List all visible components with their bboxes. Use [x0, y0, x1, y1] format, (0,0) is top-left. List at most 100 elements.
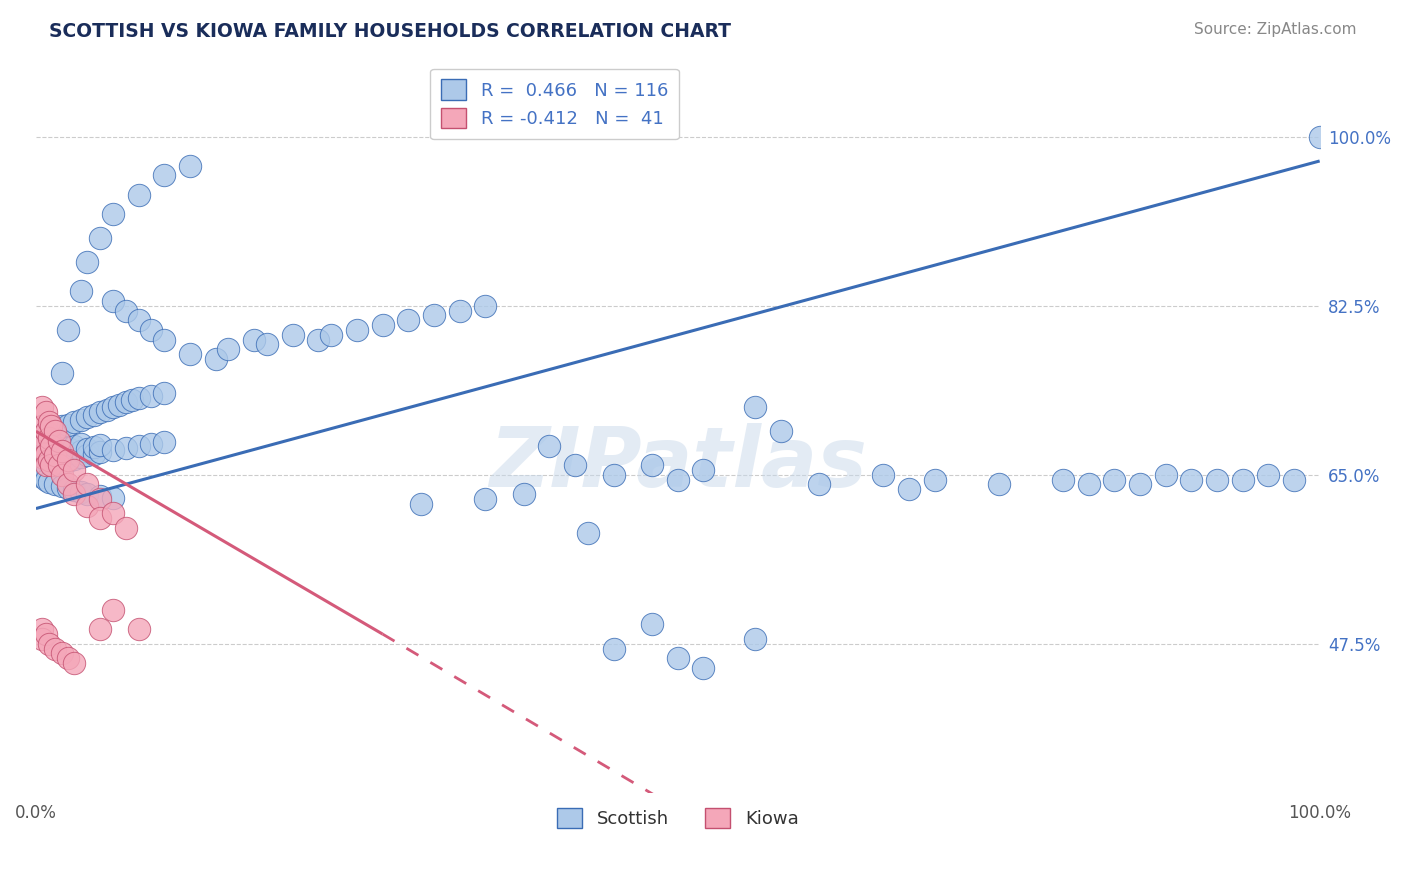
Point	[51, 479, 73, 493]
Point	[41, 439, 63, 453]
Point	[76, 255, 98, 269]
Point	[641, 458, 664, 472]
Point	[35, 405, 58, 419]
Point	[44, 421, 66, 435]
Point	[576, 525, 599, 540]
Point	[70, 450, 93, 465]
Point	[76, 487, 98, 501]
Point	[31, 463, 53, 477]
Point	[218, 343, 240, 357]
Point	[41, 419, 63, 434]
Point	[602, 641, 624, 656]
Point	[38, 443, 60, 458]
Point	[513, 487, 536, 501]
Point	[51, 442, 73, 457]
Point	[38, 453, 60, 467]
Point	[35, 458, 58, 472]
Point	[56, 477, 79, 491]
Point	[41, 451, 63, 466]
Point	[83, 446, 105, 460]
Point	[101, 507, 124, 521]
Point	[51, 367, 73, 381]
Point	[114, 303, 136, 318]
Point	[744, 400, 766, 414]
Point	[63, 445, 86, 459]
Point	[56, 323, 79, 337]
Point	[51, 467, 73, 482]
Point	[63, 463, 86, 477]
Point	[114, 521, 136, 535]
Point	[101, 603, 124, 617]
Point	[44, 425, 66, 439]
Point	[872, 467, 894, 482]
Point	[48, 455, 70, 469]
Point	[38, 425, 60, 439]
Point	[89, 438, 111, 452]
Point	[153, 434, 176, 449]
Point	[70, 443, 93, 458]
Point	[44, 450, 66, 465]
Point	[51, 456, 73, 470]
Point	[101, 293, 124, 308]
Point	[51, 436, 73, 450]
Point	[35, 460, 58, 475]
Point	[70, 413, 93, 427]
Text: Source: ZipAtlas.com: Source: ZipAtlas.com	[1194, 22, 1357, 37]
Point	[63, 483, 86, 498]
Point	[114, 441, 136, 455]
Point	[56, 447, 79, 461]
Point	[70, 485, 93, 500]
Point	[48, 449, 70, 463]
Point	[321, 327, 343, 342]
Point	[38, 450, 60, 465]
Text: ZIPatlas: ZIPatlas	[489, 423, 866, 504]
Point	[31, 632, 53, 646]
Point	[396, 313, 419, 327]
Point	[1309, 129, 1331, 144]
Point	[44, 477, 66, 491]
Point	[31, 450, 53, 465]
Point	[63, 415, 86, 429]
Point	[31, 419, 53, 434]
Point	[31, 429, 53, 443]
Point	[51, 450, 73, 464]
Point	[31, 439, 53, 453]
Point	[35, 445, 58, 459]
Point	[44, 641, 66, 656]
Point	[89, 405, 111, 419]
Point	[56, 454, 79, 468]
Point	[564, 458, 586, 472]
Point	[31, 429, 53, 443]
Point	[692, 661, 714, 675]
Point	[108, 398, 131, 412]
Point	[38, 431, 60, 445]
Point	[128, 622, 150, 636]
Point	[41, 458, 63, 472]
Point	[179, 347, 201, 361]
Point	[769, 425, 792, 439]
Point	[56, 441, 79, 455]
Point	[538, 439, 561, 453]
Point	[44, 437, 66, 451]
Point	[41, 458, 63, 472]
Point	[128, 391, 150, 405]
Point	[1232, 473, 1254, 487]
Point	[204, 351, 226, 366]
Point	[153, 169, 176, 183]
Point	[101, 442, 124, 457]
Point	[1104, 473, 1126, 487]
Point	[602, 467, 624, 482]
Point	[1129, 477, 1152, 491]
Point	[63, 487, 86, 501]
Point	[76, 499, 98, 513]
Point	[35, 473, 58, 487]
Point	[89, 622, 111, 636]
Point	[744, 632, 766, 646]
Point	[63, 452, 86, 467]
Point	[474, 299, 496, 313]
Point	[128, 187, 150, 202]
Point	[56, 453, 79, 467]
Point	[38, 458, 60, 472]
Text: SCOTTISH VS KIOWA FAMILY HOUSEHOLDS CORRELATION CHART: SCOTTISH VS KIOWA FAMILY HOUSEHOLDS CORR…	[49, 22, 731, 41]
Point	[409, 497, 432, 511]
